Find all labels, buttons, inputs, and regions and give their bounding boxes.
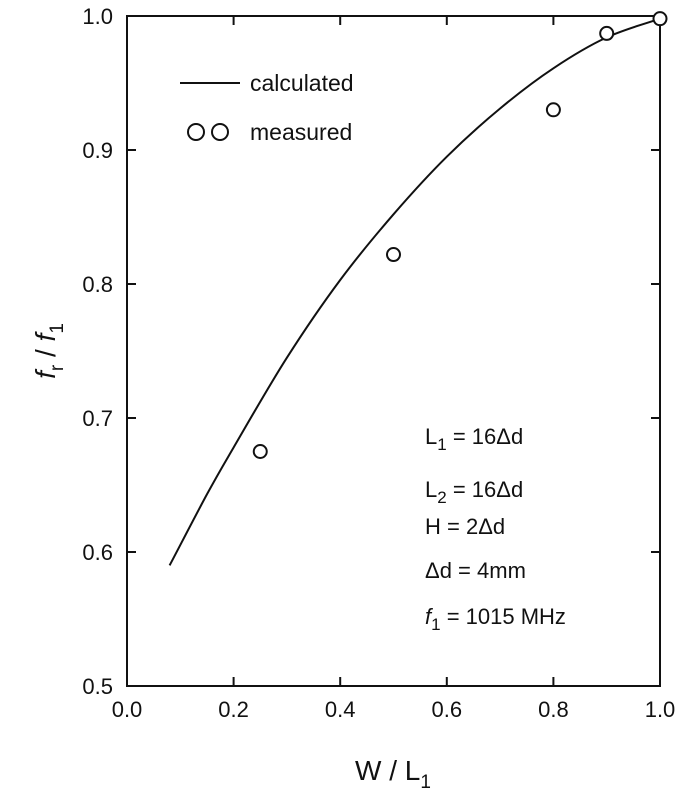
annotation-line: L2 = 16Δd: [425, 477, 523, 507]
annotation-main: Δd = 4mm: [425, 558, 526, 583]
axis-ticks: [126, 15, 661, 687]
y-axis-label-num-main: f: [30, 368, 61, 379]
legend-marker-sample-1: [187, 123, 205, 141]
y-tick-label: 1.0: [82, 4, 113, 29]
y-tick-label: 0.8: [82, 272, 113, 297]
annotation-line: Δd = 4mm: [425, 558, 526, 583]
measured-point: [599, 25, 615, 41]
annotation-main: L: [425, 477, 437, 502]
legend: calculated measured: [180, 70, 354, 145]
annotation-line: f1 = 1015 MHz: [425, 604, 566, 634]
annotation-rest: = 1015 MHz: [441, 604, 566, 629]
x-axis-label-main: W / L: [355, 755, 420, 786]
x-tick-label: 1.0: [645, 697, 676, 722]
annotation-sub: 1: [437, 435, 446, 454]
y-tick-label: 0.7: [82, 406, 113, 431]
legend-measured-label: measured: [250, 119, 352, 145]
y-axis-label-den-sub: 1: [47, 323, 68, 334]
calculated-series-line: [168, 17, 661, 566]
annotation-rest: = 16Δd: [447, 424, 523, 449]
annotation-sub: 2: [437, 488, 446, 507]
y-axis-label-den-main: f: [30, 330, 61, 341]
x-axis-label-sub: 1: [420, 772, 431, 793]
annotation-sub: 1: [431, 615, 440, 634]
annotation-line: L1 = 16Δd: [425, 424, 523, 454]
annotation-line: H = 2Δd: [425, 514, 505, 539]
y-tick-label: 0.5: [82, 674, 113, 699]
plot-frame: [126, 15, 661, 687]
x-tick-label: 0.8: [538, 697, 569, 722]
annotation-main: H = 2Δd: [425, 514, 505, 539]
legend-marker-sample-2: [211, 123, 229, 141]
y-axis-label-sep: /: [30, 341, 61, 364]
legend-calculated-label: calculated: [250, 70, 354, 96]
x-axis-label: W / L1: [355, 755, 431, 793]
annotation-main: L: [425, 424, 437, 449]
axis-tick-labels: 0.0 0.2 0.4 0.6 0.8 1.0 0.5 0.6 0.7 0.8 0.9 1.0: [82, 4, 675, 722]
measured-point: [252, 444, 268, 459]
y-axis-label: fr / f1: [30, 323, 68, 379]
measured-point: [386, 247, 401, 263]
annotation-rest: = 16Δd: [447, 477, 523, 502]
x-tick-label: 0.6: [432, 697, 463, 722]
annotation-main: f: [425, 604, 434, 629]
measured-series-markers: [252, 11, 668, 459]
measured-point: [652, 11, 668, 27]
y-tick-label: 0.6: [82, 540, 113, 565]
y-tick-label: 0.9: [82, 138, 113, 163]
x-tick-label: 0.0: [112, 697, 143, 722]
y-axis-label-num-sub: r: [47, 364, 68, 371]
x-tick-label: 0.2: [218, 697, 249, 722]
measured-point: [545, 102, 561, 118]
x-tick-label: 0.4: [325, 697, 356, 722]
